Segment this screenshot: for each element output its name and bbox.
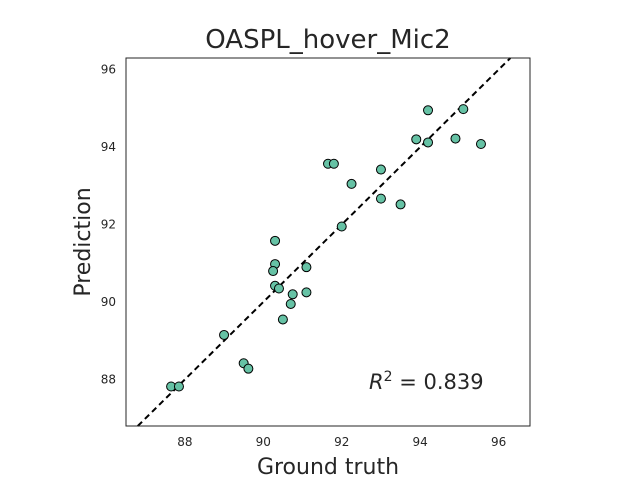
x-tick-label: 96 (491, 435, 506, 449)
data-point-11 (285, 298, 296, 309)
y-tick-label: 92 (101, 218, 116, 232)
data-point-2 (219, 329, 230, 340)
data-point-18 (346, 178, 357, 189)
data-point-13 (301, 262, 312, 273)
data-point-9 (273, 283, 284, 294)
r-squared-exp: 2 (384, 369, 393, 385)
data-point-23 (423, 137, 434, 148)
data-point-16 (328, 158, 339, 169)
data-point-12 (287, 289, 298, 300)
r-squared-var: R (369, 370, 384, 394)
data-point-17 (336, 221, 347, 232)
r-squared-annotation: R2 = 0.839 (369, 369, 484, 394)
ticks-layer: 88 90 92 94 96 88 90 92 94 96 (101, 63, 507, 449)
data-point-27 (475, 138, 486, 149)
chart-title: OASPL_hover_Mic2 (205, 25, 450, 55)
data-point-5 (270, 235, 281, 246)
data-point-14 (301, 287, 312, 298)
data-point-24 (423, 105, 434, 116)
data-point-25 (450, 133, 461, 144)
x-tick-label: 92 (334, 435, 349, 449)
x-tick-label: 88 (177, 435, 192, 449)
data-point-10 (277, 314, 288, 325)
reference-line-layer (137, 57, 512, 427)
data-point-19 (375, 164, 386, 175)
data-point-4 (243, 363, 254, 374)
data-point-22 (411, 134, 422, 145)
y-axis-label: Prediction (71, 187, 96, 296)
y-tick-label: 94 (101, 140, 116, 154)
plot-frame (125, 57, 531, 427)
data-point-20 (375, 193, 386, 204)
y-tick-label: 90 (101, 295, 116, 309)
data-point-26 (458, 104, 469, 115)
points-layer (166, 104, 486, 392)
data-point-1 (173, 381, 184, 392)
x-axis-label: Ground truth (257, 455, 399, 480)
y-tick-label: 96 (101, 63, 116, 77)
y-tick-label: 88 (101, 373, 116, 387)
identity-reference-line (137, 57, 512, 427)
data-point-7 (268, 266, 279, 277)
x-tick-label: 94 (413, 435, 428, 449)
r-squared-value: = 0.839 (393, 370, 484, 394)
x-tick-label: 90 (256, 435, 271, 449)
data-point-21 (395, 199, 406, 210)
